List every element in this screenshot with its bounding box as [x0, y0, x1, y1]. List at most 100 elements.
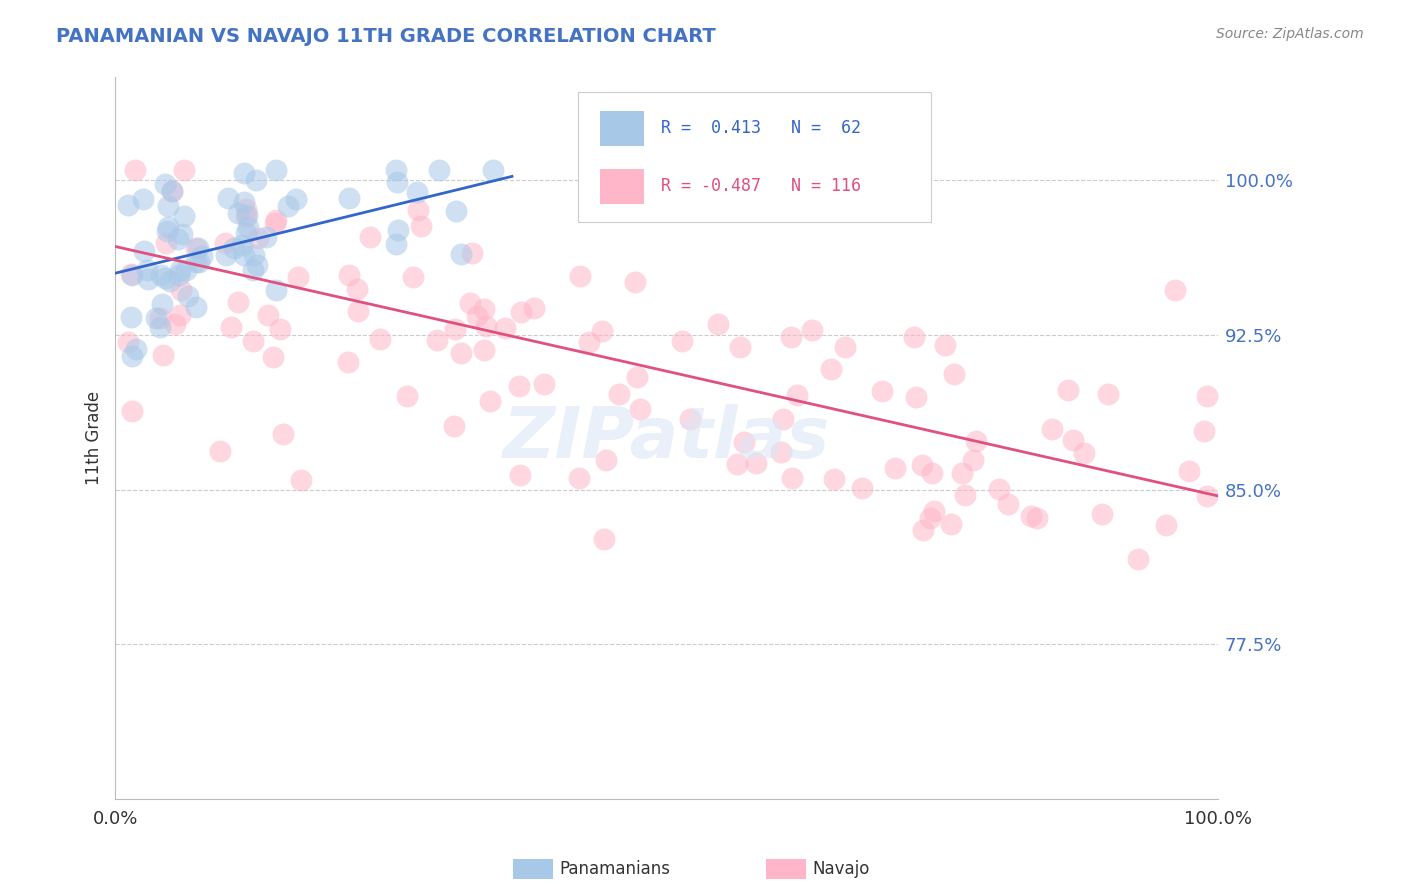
FancyBboxPatch shape: [600, 169, 644, 203]
Point: [1195, 389, 1218, 403]
Point: [162, 184, 184, 198]
Point: [465, 309, 488, 323]
Point: [145, 310, 167, 325]
Point: [165, 317, 187, 331]
Text: Source: ZipAtlas.com: Source: ZipAtlas.com: [1216, 27, 1364, 41]
Point: [884, 461, 907, 475]
Point: [450, 247, 472, 261]
Point: [245, 173, 267, 187]
Point: [166, 232, 188, 246]
Point: [217, 191, 239, 205]
Point: [607, 386, 630, 401]
Point: [186, 300, 208, 314]
Point: [568, 471, 591, 485]
Point: [117, 198, 139, 212]
Point: [242, 263, 264, 277]
Point: [786, 387, 808, 401]
Point: [271, 427, 294, 442]
Point: [953, 488, 976, 502]
Point: [733, 434, 755, 449]
Point: [121, 349, 143, 363]
Point: [120, 310, 142, 324]
Point: [1091, 507, 1114, 521]
Point: [155, 224, 177, 238]
Point: [510, 305, 533, 319]
Point: [472, 343, 495, 357]
Point: [934, 338, 956, 352]
Point: [149, 311, 172, 326]
Point: [780, 470, 803, 484]
Point: [950, 466, 973, 480]
Point: [911, 523, 934, 537]
Point: [124, 163, 146, 178]
Point: [160, 184, 183, 198]
Point: [173, 209, 195, 223]
Point: [770, 444, 793, 458]
Point: [359, 229, 381, 244]
Point: [219, 319, 242, 334]
Point: [190, 249, 212, 263]
Point: [346, 282, 368, 296]
Point: [264, 283, 287, 297]
Point: [409, 219, 432, 233]
Point: [426, 333, 449, 347]
Point: [939, 517, 962, 532]
Text: Panamanians: Panamanians: [560, 860, 671, 878]
Point: [679, 412, 702, 426]
Point: [336, 355, 359, 369]
Point: [772, 412, 794, 426]
Point: [482, 163, 505, 178]
Point: [153, 177, 176, 191]
Point: [446, 204, 468, 219]
Text: R =  0.413   N =  62: R = 0.413 N = 62: [661, 119, 860, 137]
Point: [461, 245, 484, 260]
Point: [157, 219, 180, 234]
Point: [214, 235, 236, 250]
Point: [370, 332, 392, 346]
Point: [262, 350, 284, 364]
Point: [117, 334, 139, 349]
Point: [153, 270, 176, 285]
Point: [870, 384, 893, 398]
Point: [187, 241, 209, 255]
Point: [387, 175, 409, 189]
Text: ZIPatlas: ZIPatlas: [503, 404, 830, 473]
Point: [347, 304, 370, 318]
Point: [472, 301, 495, 316]
Point: [226, 205, 249, 219]
Point: [125, 342, 148, 356]
Point: [443, 322, 465, 336]
Point: [1178, 463, 1201, 477]
Point: [264, 212, 287, 227]
Point: [823, 472, 845, 486]
Point: [1073, 446, 1095, 460]
Point: [1025, 510, 1047, 524]
Point: [215, 248, 238, 262]
Point: [233, 195, 256, 210]
FancyBboxPatch shape: [600, 112, 644, 146]
Point: [287, 270, 309, 285]
Point: [337, 268, 360, 283]
Point: [238, 220, 260, 235]
Point: [578, 335, 600, 350]
Point: [1195, 489, 1218, 503]
Point: [138, 271, 160, 285]
Point: [290, 473, 312, 487]
Point: [745, 456, 768, 470]
Point: [395, 389, 418, 403]
Point: [169, 308, 191, 322]
Point: [523, 301, 546, 315]
Point: [149, 320, 172, 334]
Point: [623, 275, 645, 289]
Point: [277, 199, 299, 213]
Point: [121, 268, 143, 282]
Point: [242, 334, 264, 348]
Point: [232, 165, 254, 179]
Y-axis label: 11th Grade: 11th Grade: [86, 391, 103, 485]
Point: [233, 248, 256, 262]
Point: [494, 321, 516, 335]
Point: [965, 434, 987, 448]
Point: [402, 269, 425, 284]
Point: [264, 163, 287, 178]
Point: [911, 458, 934, 472]
